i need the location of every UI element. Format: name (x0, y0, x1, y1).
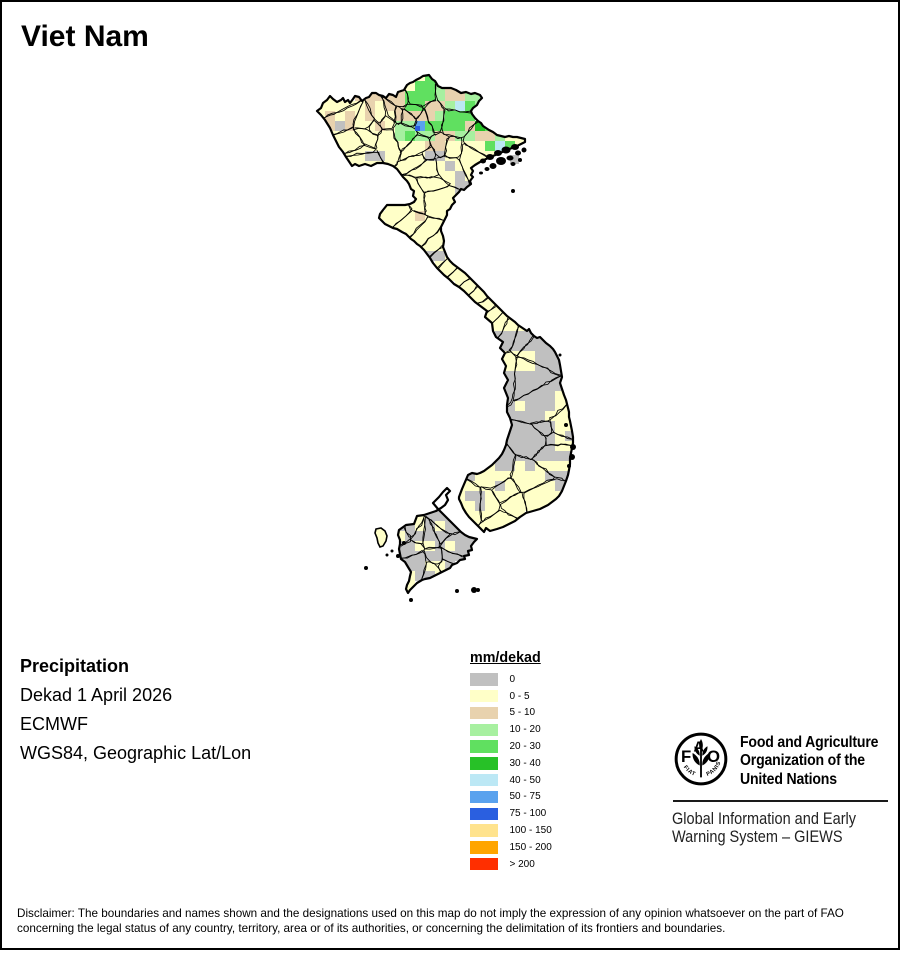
svg-text:F: F (681, 747, 691, 766)
svg-text:O: O (707, 747, 720, 766)
svg-text:A: A (693, 739, 704, 755)
